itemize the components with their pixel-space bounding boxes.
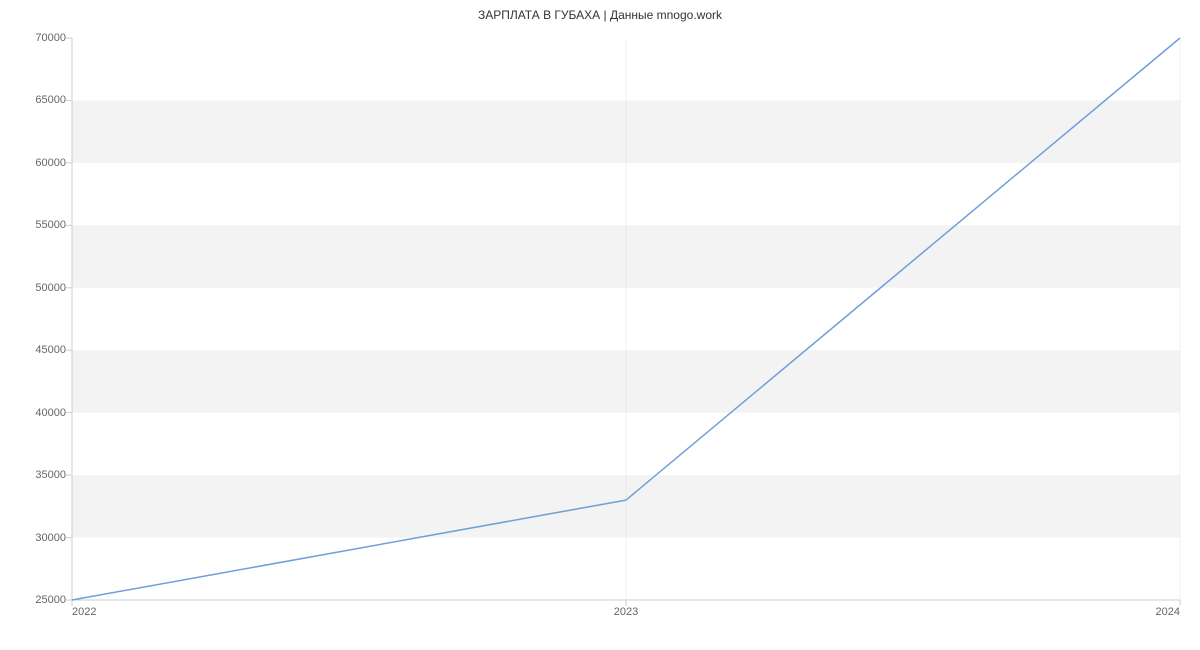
y-tick-label: 45000: [35, 344, 66, 356]
y-tick-label: 60000: [35, 157, 66, 169]
y-tick-label: 65000: [35, 94, 66, 106]
y-tick-label: 50000: [35, 282, 66, 294]
x-tick-label: 2024: [1156, 606, 1180, 618]
x-tick-label: 2022: [72, 606, 96, 618]
y-tick-label: 30000: [35, 532, 66, 544]
y-tick-label: 40000: [35, 407, 66, 419]
salary-chart: ЗАРПЛАТА В ГУБАХА | Данные mnogo.work 25…: [0, 0, 1200, 650]
y-tick-label: 25000: [35, 594, 66, 606]
y-tick-label: 55000: [35, 219, 66, 231]
plot-area: [72, 38, 1180, 600]
y-tick-label: 35000: [35, 469, 66, 481]
chart-svg: [72, 38, 1180, 600]
chart-title: ЗАРПЛАТА В ГУБАХА | Данные mnogo.work: [0, 8, 1200, 22]
x-tick-label: 2023: [614, 606, 638, 618]
y-tick-label: 70000: [35, 32, 66, 44]
